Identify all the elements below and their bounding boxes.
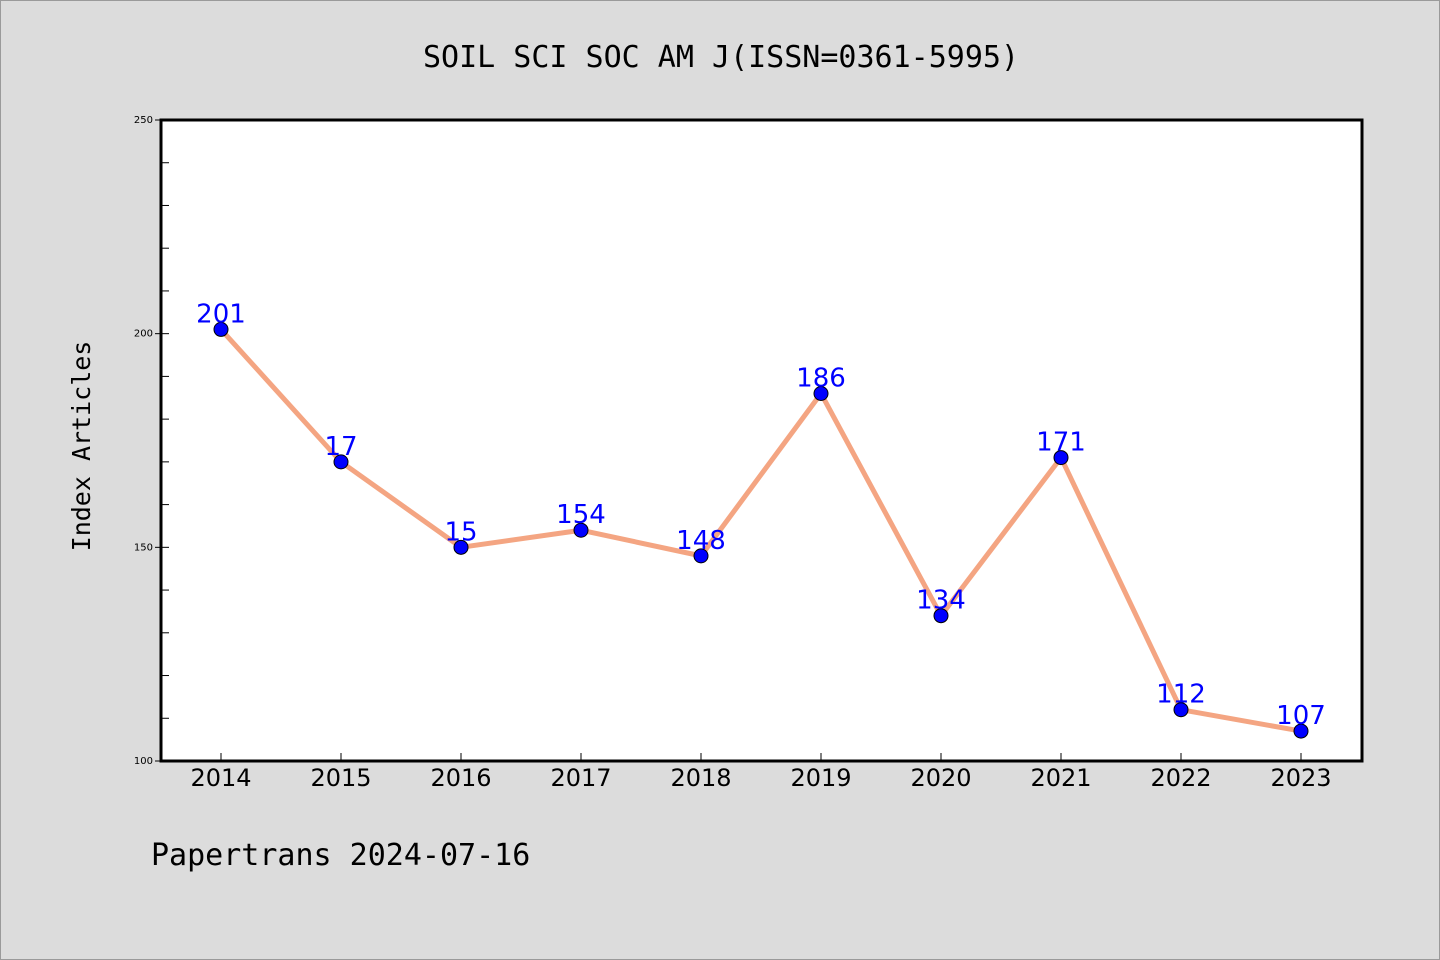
data-labels: 201 17 15 154 148 186 134 171 112 107 — [196, 299, 1326, 731]
x-tick-label: 2019 — [790, 764, 851, 792]
y-axis-label: Index Articles — [67, 341, 96, 552]
x-tick-label: 2016 — [430, 764, 491, 792]
data-point-marker — [813, 385, 829, 401]
data-label: 15 — [444, 517, 477, 547]
series-markers — [213, 321, 1309, 739]
data-point-marker — [693, 548, 709, 564]
series-line — [218, 326, 1304, 734]
data-point-marker — [213, 321, 229, 337]
x-tick-label: 2022 — [1150, 764, 1211, 792]
data-point-marker — [933, 608, 949, 624]
x-tick-label: 2021 — [1030, 764, 1091, 792]
series-lines — [218, 326, 1304, 734]
y-tick-label: 150 — [134, 542, 153, 553]
y-axis-ticks: 100 150 200 250 — [134, 115, 169, 767]
footer-text: Papertrans 2024-07-16 — [151, 838, 530, 873]
data-label: 112 — [1156, 680, 1206, 710]
data-label: 17 — [324, 432, 357, 462]
x-tick-label: 2020 — [910, 764, 971, 792]
x-axis-ticks: 2014 2015 2016 2017 2018 2019 2020 2021 2022 2023 — [190, 753, 1332, 792]
data-label: 201 — [196, 299, 246, 329]
data-point-marker — [1053, 450, 1069, 466]
data-label: 148 — [676, 526, 726, 556]
data-label: 171 — [1036, 428, 1086, 458]
data-point-marker — [1293, 723, 1309, 739]
x-tick-label: 2023 — [1270, 764, 1331, 792]
data-label: 107 — [1276, 701, 1326, 731]
data-point-marker — [453, 539, 469, 555]
data-label: 134 — [916, 586, 966, 616]
x-tick-label: 2015 — [310, 764, 371, 792]
x-tick-label: 2018 — [670, 764, 731, 792]
data-label: 154 — [556, 500, 606, 530]
data-point-marker — [573, 522, 589, 538]
y-tick-label: 250 — [134, 115, 153, 126]
x-tick-label: 2017 — [550, 764, 611, 792]
data-point-marker — [333, 454, 349, 470]
data-point-marker — [1173, 702, 1189, 718]
chart-title: SOIL SCI SOC AM J(ISSN=0361-5995) — [423, 40, 1019, 75]
data-label: 186 — [796, 363, 846, 393]
y-tick-label: 200 — [134, 329, 153, 340]
plot-area — [159, 118, 1364, 763]
x-tick-label: 2014 — [190, 764, 251, 792]
y-tick-label: 100 — [134, 756, 153, 767]
